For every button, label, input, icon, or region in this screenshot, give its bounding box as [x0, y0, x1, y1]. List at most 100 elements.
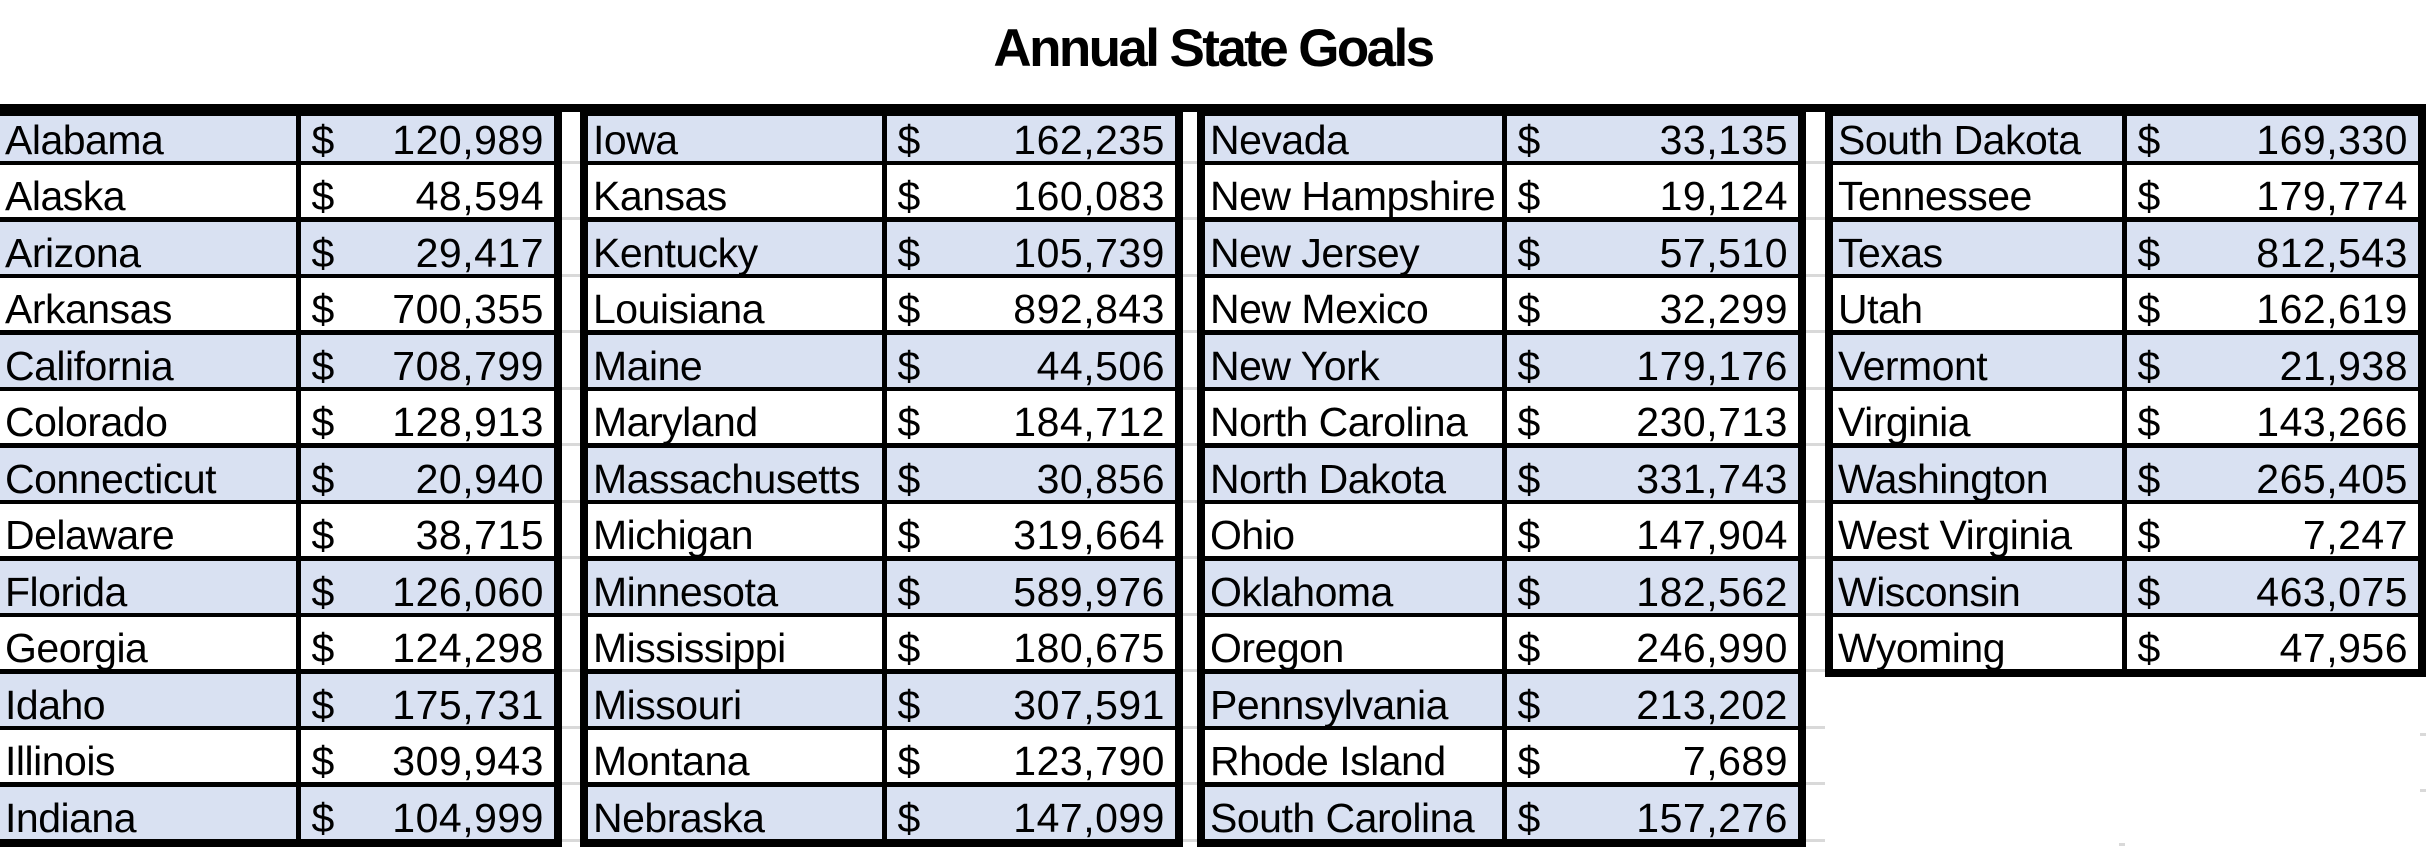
- state-cell[interactable]: Alabama: [5, 104, 296, 161]
- value-cell[interactable]: $169,330: [2138, 104, 2409, 161]
- value-cell[interactable]: $589,976: [898, 556, 1166, 613]
- state-cell[interactable]: Oregon: [1210, 613, 1502, 670]
- value-cell[interactable]: $157,276: [1518, 782, 1789, 839]
- value-cell[interactable]: $143,266: [2138, 387, 2409, 444]
- value-cell[interactable]: $147,099: [898, 782, 1166, 839]
- state-cell[interactable]: Pennsylvania: [1210, 669, 1502, 726]
- state-cell[interactable]: Washington: [1838, 443, 2122, 500]
- state-cell[interactable]: Alaska: [5, 161, 296, 218]
- value-cell[interactable]: $184,712: [898, 387, 1166, 444]
- state-cell[interactable]: Kansas: [593, 161, 882, 218]
- state-cell[interactable]: Florida: [5, 556, 296, 613]
- state-cell[interactable]: New York: [1210, 330, 1502, 387]
- value-cell[interactable]: $38,715: [312, 500, 545, 557]
- value-cell[interactable]: $20,940: [312, 443, 545, 500]
- state-cell[interactable]: Oklahoma: [1210, 556, 1502, 613]
- value-cell[interactable]: $180,675: [898, 613, 1166, 670]
- currency-symbol: $: [897, 738, 921, 784]
- state-cell[interactable]: Utah: [1838, 274, 2122, 331]
- state-cell[interactable]: North Carolina: [1210, 387, 1502, 444]
- value-cell[interactable]: $32,299: [1518, 274, 1789, 331]
- value-cell[interactable]: $105,739: [898, 217, 1166, 274]
- value-cell[interactable]: $812,543: [2138, 217, 2409, 274]
- state-cell[interactable]: Illinois: [5, 726, 296, 783]
- value-cell[interactable]: $120,989: [312, 104, 545, 161]
- state-cell[interactable]: Vermont: [1838, 330, 2122, 387]
- state-cell[interactable]: Rhode Island: [1210, 726, 1502, 783]
- state-cell[interactable]: Indiana: [5, 782, 296, 839]
- value-cell[interactable]: $331,743: [1518, 443, 1789, 500]
- value-cell[interactable]: $309,943: [312, 726, 545, 783]
- state-cell[interactable]: Nevada: [1210, 104, 1502, 161]
- value-cell[interactable]: $213,202: [1518, 669, 1789, 726]
- value-cell[interactable]: $29,417: [312, 217, 545, 274]
- state-cell[interactable]: Ohio: [1210, 500, 1502, 557]
- value-cell[interactable]: $21,938: [2138, 330, 2409, 387]
- state-cell[interactable]: Texas: [1838, 217, 2122, 274]
- state-cell[interactable]: Wyoming: [1838, 613, 2122, 670]
- state-cell[interactable]: Maine: [593, 330, 882, 387]
- value-cell[interactable]: $179,176: [1518, 330, 1789, 387]
- state-cell[interactable]: Maryland: [593, 387, 882, 444]
- value-cell[interactable]: $124,298: [312, 613, 545, 670]
- state-cell[interactable]: Iowa: [593, 104, 882, 161]
- value-cell[interactable]: $708,799: [312, 330, 545, 387]
- state-cell[interactable]: California: [5, 330, 296, 387]
- value-cell[interactable]: $147,904: [1518, 500, 1789, 557]
- value-cell[interactable]: $57,510: [1518, 217, 1789, 274]
- state-cell[interactable]: Missouri: [593, 669, 882, 726]
- state-cell[interactable]: Tennessee: [1838, 161, 2122, 218]
- state-cell[interactable]: Mississippi: [593, 613, 882, 670]
- state-cell[interactable]: Arkansas: [5, 274, 296, 331]
- value-cell[interactable]: $463,075: [2138, 556, 2409, 613]
- state-cell[interactable]: Michigan: [593, 500, 882, 557]
- state-cell[interactable]: Arizona: [5, 217, 296, 274]
- state-cell[interactable]: New Jersey: [1210, 217, 1502, 274]
- value-cell[interactable]: $319,664: [898, 500, 1166, 557]
- state-cell[interactable]: Georgia: [5, 613, 296, 670]
- state-cell[interactable]: South Dakota: [1838, 104, 2122, 161]
- value-cell[interactable]: $19,124: [1518, 161, 1789, 218]
- value-cell[interactable]: $160,083: [898, 161, 1166, 218]
- value-cell[interactable]: $48,594: [312, 161, 545, 218]
- state-cell[interactable]: West Virginia: [1838, 500, 2122, 557]
- state-cell[interactable]: North Dakota: [1210, 443, 1502, 500]
- state-cell[interactable]: Louisiana: [593, 274, 882, 331]
- value-cell[interactable]: $230,713: [1518, 387, 1789, 444]
- state-cell[interactable]: Delaware: [5, 500, 296, 557]
- value-cell[interactable]: $175,731: [312, 669, 545, 726]
- value-cell[interactable]: $44,506: [898, 330, 1166, 387]
- state-cell[interactable]: Kentucky: [593, 217, 882, 274]
- state-cell[interactable]: Idaho: [5, 669, 296, 726]
- value-cell[interactable]: $182,562: [1518, 556, 1789, 613]
- state-cell[interactable]: Nebraska: [593, 782, 882, 839]
- value-cell[interactable]: $7,247: [2138, 500, 2409, 557]
- state-cell[interactable]: Massachusetts: [593, 443, 882, 500]
- state-cell[interactable]: New Hampshire: [1210, 161, 1502, 218]
- state-cell[interactable]: New Mexico: [1210, 274, 1502, 331]
- page-title[interactable]: Annual State Goals: [993, 18, 1435, 78]
- value-cell[interactable]: $104,999: [312, 782, 545, 839]
- value-cell[interactable]: $179,774: [2138, 161, 2409, 218]
- value-cell[interactable]: $126,060: [312, 556, 545, 613]
- value-cell[interactable]: $162,235: [898, 104, 1166, 161]
- state-cell[interactable]: Colorado: [5, 387, 296, 444]
- state-cell[interactable]: Minnesota: [593, 556, 882, 613]
- value-cell[interactable]: $246,990: [1518, 613, 1789, 670]
- state-cell[interactable]: Virginia: [1838, 387, 2122, 444]
- value-cell[interactable]: $123,790: [898, 726, 1166, 783]
- value-cell[interactable]: $128,913: [312, 387, 545, 444]
- value-cell[interactable]: $7,689: [1518, 726, 1789, 783]
- value-cell[interactable]: $307,591: [898, 669, 1166, 726]
- state-cell[interactable]: South Carolina: [1210, 782, 1502, 839]
- state-cell[interactable]: Wisconsin: [1838, 556, 2122, 613]
- value-cell[interactable]: $265,405: [2138, 443, 2409, 500]
- state-cell[interactable]: Montana: [593, 726, 882, 783]
- value-cell[interactable]: $33,135: [1518, 104, 1789, 161]
- state-cell[interactable]: Connecticut: [5, 443, 296, 500]
- value-cell[interactable]: $892,843: [898, 274, 1166, 331]
- value-cell[interactable]: $47,956: [2138, 613, 2409, 670]
- value-cell[interactable]: $700,355: [312, 274, 545, 331]
- value-cell[interactable]: $30,856: [898, 443, 1166, 500]
- value-cell[interactable]: $162,619: [2138, 274, 2409, 331]
